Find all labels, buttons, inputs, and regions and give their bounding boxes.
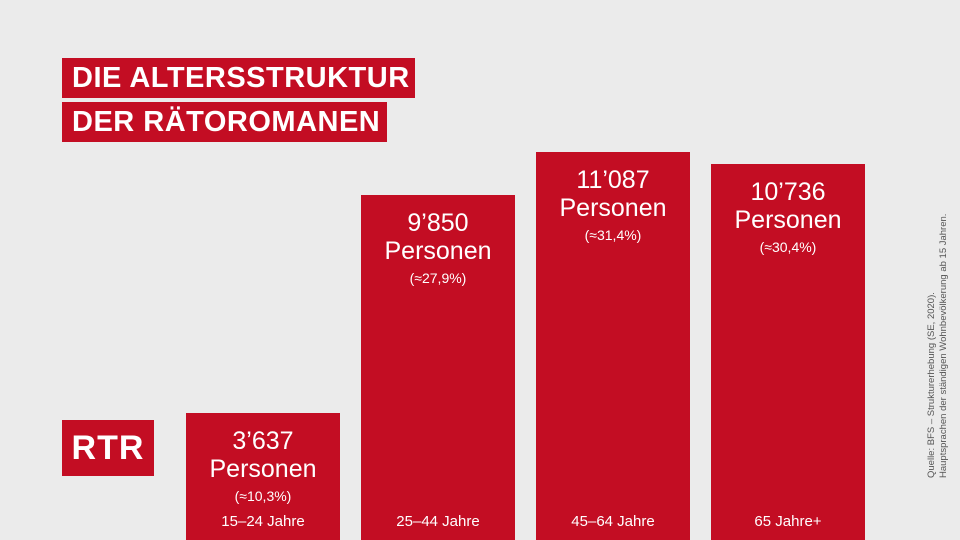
bar-value-label-1: 3’637 [232, 427, 293, 455]
category-label-3: 45–64 Jahre [571, 513, 654, 530]
title-line-1: DIE ALTERSSTRUKTUR [62, 58, 415, 98]
source-note: Quelle: BFS – Strukturerhebung (SE, 2020… [926, 214, 950, 478]
rtr-logo: RTR [62, 420, 154, 476]
source-line-1: Quelle: BFS – Strukturerhebung (SE, 2020… [926, 292, 937, 478]
source-line-2: Hauptsprachen der ständigen Wohnbevölker… [938, 213, 949, 478]
category-label-4: 65 Jahre+ [754, 513, 821, 530]
title-line-2: DER RÄTOROMANEN [62, 102, 387, 142]
bar-percent-label-3: (≈31,4%) [585, 227, 642, 243]
bar-value-label-3: 11’087 [576, 166, 649, 194]
bar-3 [536, 152, 690, 540]
bar-value-label-2: 9’850 [407, 209, 468, 237]
bar-1 [186, 413, 340, 540]
bar-unit-label-3: Personen [559, 194, 666, 222]
bar-percent-label-1: (≈10,3%) [235, 488, 292, 504]
bar-value-label-4: 10’736 [750, 178, 825, 206]
bar-unit-label-2: Personen [384, 237, 491, 265]
bar-2 [361, 195, 515, 540]
bar-percent-label-4: (≈30,4%) [760, 239, 817, 255]
bar-4 [711, 164, 865, 540]
category-label-2: 25–44 Jahre [396, 513, 479, 530]
bar-unit-label-4: Personen [734, 206, 841, 234]
bar-unit-label-1: Personen [209, 455, 316, 483]
bar-percent-label-2: (≈27,9%) [410, 270, 467, 286]
category-label-1: 15–24 Jahre [221, 513, 304, 530]
